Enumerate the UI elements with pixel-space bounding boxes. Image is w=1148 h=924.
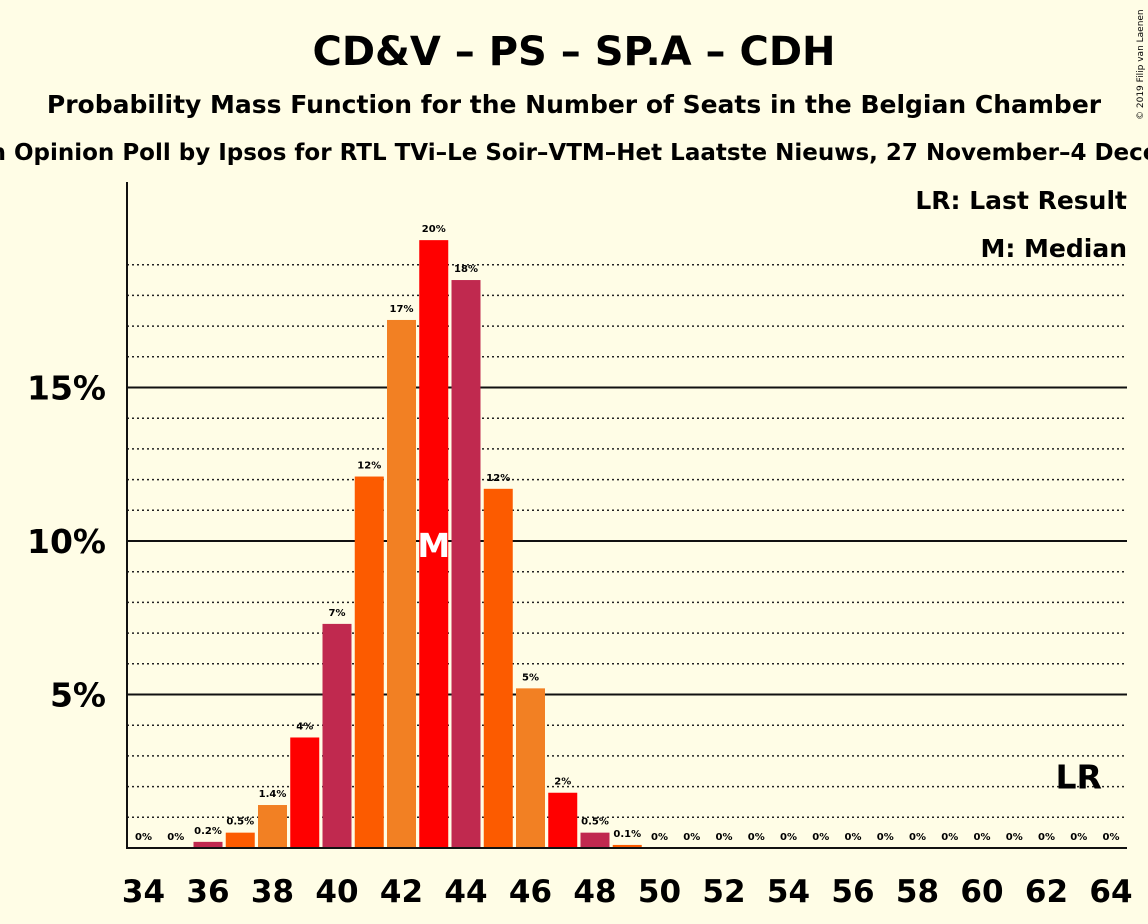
x-tick-label: 60 — [960, 874, 1003, 910]
data-label-seats-38: 1.4% — [259, 789, 287, 800]
x-tick-label: 40 — [315, 874, 358, 910]
data-label-seats-62: 0% — [1038, 832, 1055, 843]
x-tick-label: 58 — [896, 874, 939, 910]
axes: 34 36 38 40 42 44 46 48 50 52 54 56 58 60 62 64 — [122, 182, 1133, 910]
chart-title: CD&V – PS – SP.A – CDH — [312, 29, 835, 75]
x-tick-label: 64 — [1089, 874, 1132, 910]
x-tick-label: 36 — [186, 874, 229, 910]
bar-seats-36 — [193, 841, 223, 848]
bar-seats-49 — [612, 844, 642, 848]
data-label-seats-46: 5% — [522, 672, 539, 683]
x-tick-label: 44 — [444, 874, 487, 910]
bar-seats-41 — [354, 476, 384, 848]
data-label-seats-64: 0% — [1103, 832, 1120, 843]
y-tick-label: 10% — [27, 522, 106, 561]
data-label-seats-54: 0% — [780, 832, 797, 843]
x-tick-label: 50 — [638, 874, 681, 910]
x-tick-label: 38 — [251, 874, 294, 910]
data-labels: 0% 0% 0.2% 0.5% 1.4% 4% 7% 12% 17% 20% M 18% 12% 5% 2%… — [135, 224, 1119, 843]
data-label-seats-58: 0% — [909, 832, 926, 843]
bar-seats-43 — [419, 240, 449, 848]
data-label-seats-42: 17% — [390, 304, 414, 315]
x-tick-label: 42 — [380, 874, 423, 910]
x-tick-label: 56 — [831, 874, 874, 910]
data-label-seats-52: 0% — [716, 832, 733, 843]
x-tick-label: 62 — [1025, 874, 1068, 910]
data-label-seats-44: 18% — [454, 264, 478, 275]
last-result-marker: LR — [1056, 758, 1102, 797]
copyright-notice: © 2019 Filip van Laenen — [1136, 9, 1146, 120]
x-tick-label: 48 — [573, 874, 616, 910]
data-label-seats-57: 0% — [877, 832, 894, 843]
bar-seats-38 — [258, 805, 287, 848]
x-tick-label: 46 — [509, 874, 552, 910]
bar-seats-40 — [322, 623, 352, 848]
data-label-seats-55: 0% — [812, 832, 829, 843]
data-label-seats-49: 0.1% — [613, 829, 641, 840]
bar-seats-37 — [225, 832, 255, 848]
data-label-seats-59: 0% — [941, 832, 958, 843]
chart-poll-source: n Opinion Poll by Ipsos for RTL TVi–Le S… — [0, 140, 1148, 166]
data-label-seats-41: 12% — [357, 461, 381, 472]
bar-seats-45 — [483, 488, 513, 848]
bars — [193, 240, 642, 849]
y-tick-label: 5% — [50, 676, 106, 715]
bar-seats-44 — [451, 280, 481, 848]
bar-seats-48 — [580, 832, 610, 848]
legend-last-result: LR: Last Result — [915, 186, 1127, 215]
data-label-seats-43: 20% — [422, 224, 446, 235]
data-label-seats-53: 0% — [748, 832, 765, 843]
data-label-seats-34: 0% — [135, 832, 152, 843]
bar-seats-42 — [387, 319, 416, 849]
chart-subtitle: Probability Mass Function for the Number… — [47, 90, 1102, 119]
bar-seats-47 — [548, 792, 578, 848]
data-label-seats-63: 0% — [1070, 832, 1087, 843]
legend-median: M: Median — [980, 234, 1127, 263]
data-label-seats-39: 4% — [296, 721, 313, 732]
bar-seats-39 — [290, 737, 320, 848]
data-label-seats-40: 7% — [329, 608, 346, 619]
data-label-seats-36: 0.2% — [194, 826, 222, 837]
bar-seats-46 — [516, 688, 545, 848]
data-label-seats-37: 0.5% — [226, 817, 254, 828]
grid-lines: 5% 10% 15% — [27, 263, 1127, 819]
data-label-seats-47: 2% — [554, 777, 571, 788]
median-marker: M — [417, 526, 450, 565]
x-tick-label: 34 — [122, 874, 165, 910]
data-label-seats-48: 0.5% — [581, 817, 609, 828]
y-tick-label: 15% — [27, 369, 106, 408]
data-label-seats-56: 0% — [845, 832, 862, 843]
data-label-seats-45: 12% — [486, 473, 510, 484]
data-label-seats-35: 0% — [167, 832, 184, 843]
data-label-seats-50: 0% — [651, 832, 668, 843]
x-tick-label: 54 — [767, 874, 810, 910]
data-label-seats-60: 0% — [974, 832, 991, 843]
data-label-seats-51: 0% — [683, 832, 700, 843]
x-tick-label: 52 — [702, 874, 745, 910]
data-label-seats-61: 0% — [1006, 832, 1023, 843]
